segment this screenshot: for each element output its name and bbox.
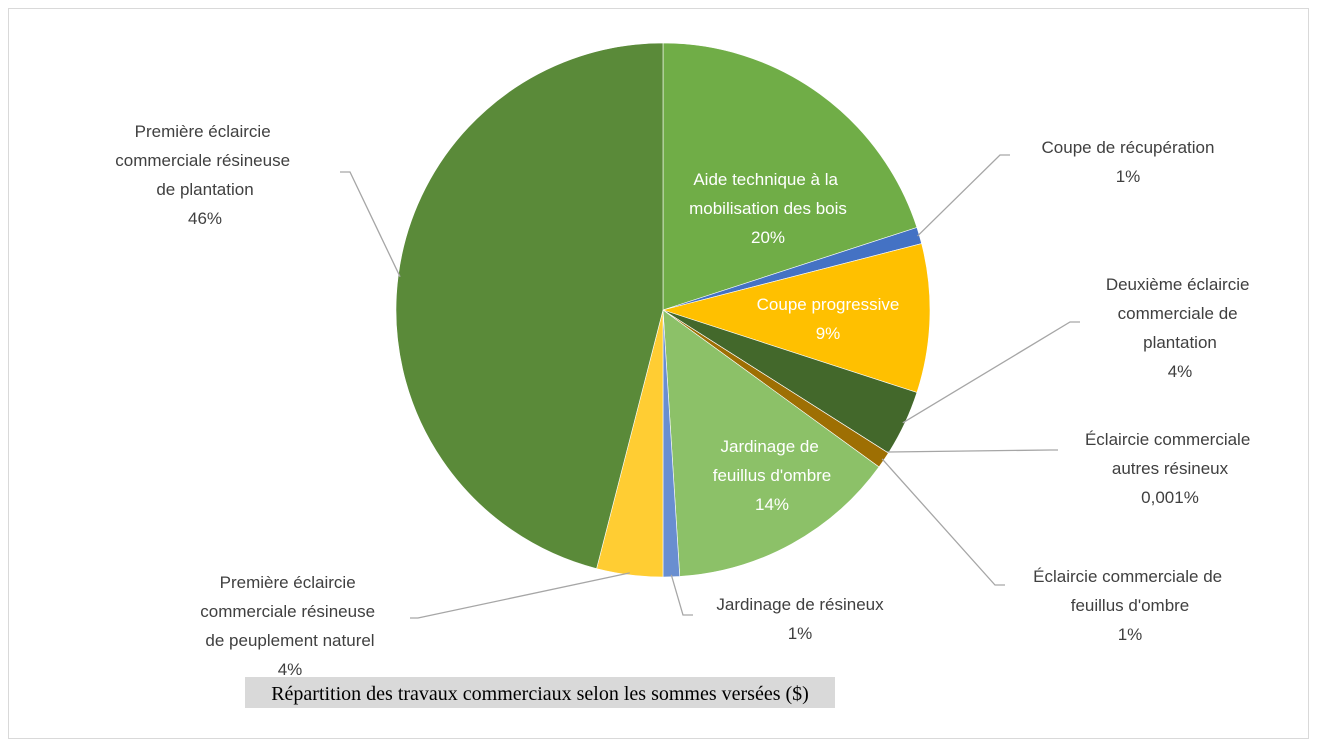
chart-title: Répartition des travaux commerciaux selo…: [271, 683, 809, 705]
value-label: 1%: [1118, 625, 1143, 644]
leader-line: [340, 171, 401, 278]
value-label: 0,001%: [1141, 488, 1199, 507]
slice-label: Première éclaircie commerciale résineuse…: [115, 122, 295, 199]
value-label: 46%: [188, 209, 222, 228]
leader-line: [902, 321, 1080, 424]
value-label: 9%: [816, 324, 841, 343]
slice-label: Deuxième éclaircie commerciale de planta…: [1106, 275, 1254, 352]
pie-slice: [662, 42, 918, 311]
pie-slice: [662, 309, 880, 577]
slice-label: Jardinage de feuillus d'ombre: [713, 437, 832, 485]
slice-label: Coupe de récupération: [1042, 138, 1215, 157]
title-background: [245, 677, 835, 708]
value-label: 1%: [788, 624, 813, 643]
value-label: 4%: [1168, 362, 1193, 381]
slice-label: Première éclaircie commerciale résineuse…: [200, 573, 380, 650]
value-label: 4%: [278, 660, 303, 679]
leader-line: [410, 572, 630, 619]
pie-slice: [395, 42, 664, 569]
slice-label: Éclaircie commerciale autres résineux: [1085, 430, 1255, 478]
slice-label: Aide technique à la mobilisation des boi…: [689, 170, 847, 218]
value-label: 1%: [1116, 167, 1141, 186]
pie-slice: [661, 243, 931, 393]
leader-line: [670, 574, 693, 616]
slice-label: Éclaircie commerciale de feuillus d'ombr…: [1033, 567, 1227, 615]
slice-label: Coupe progressive: [757, 295, 900, 314]
value-label: 20%: [751, 228, 785, 247]
leader-line: [886, 449, 1058, 453]
value-label: 14%: [755, 495, 789, 514]
leader-line: [881, 458, 1005, 586]
slice-label: Jardinage de résineux: [716, 595, 884, 614]
leader-line: [917, 154, 1010, 237]
